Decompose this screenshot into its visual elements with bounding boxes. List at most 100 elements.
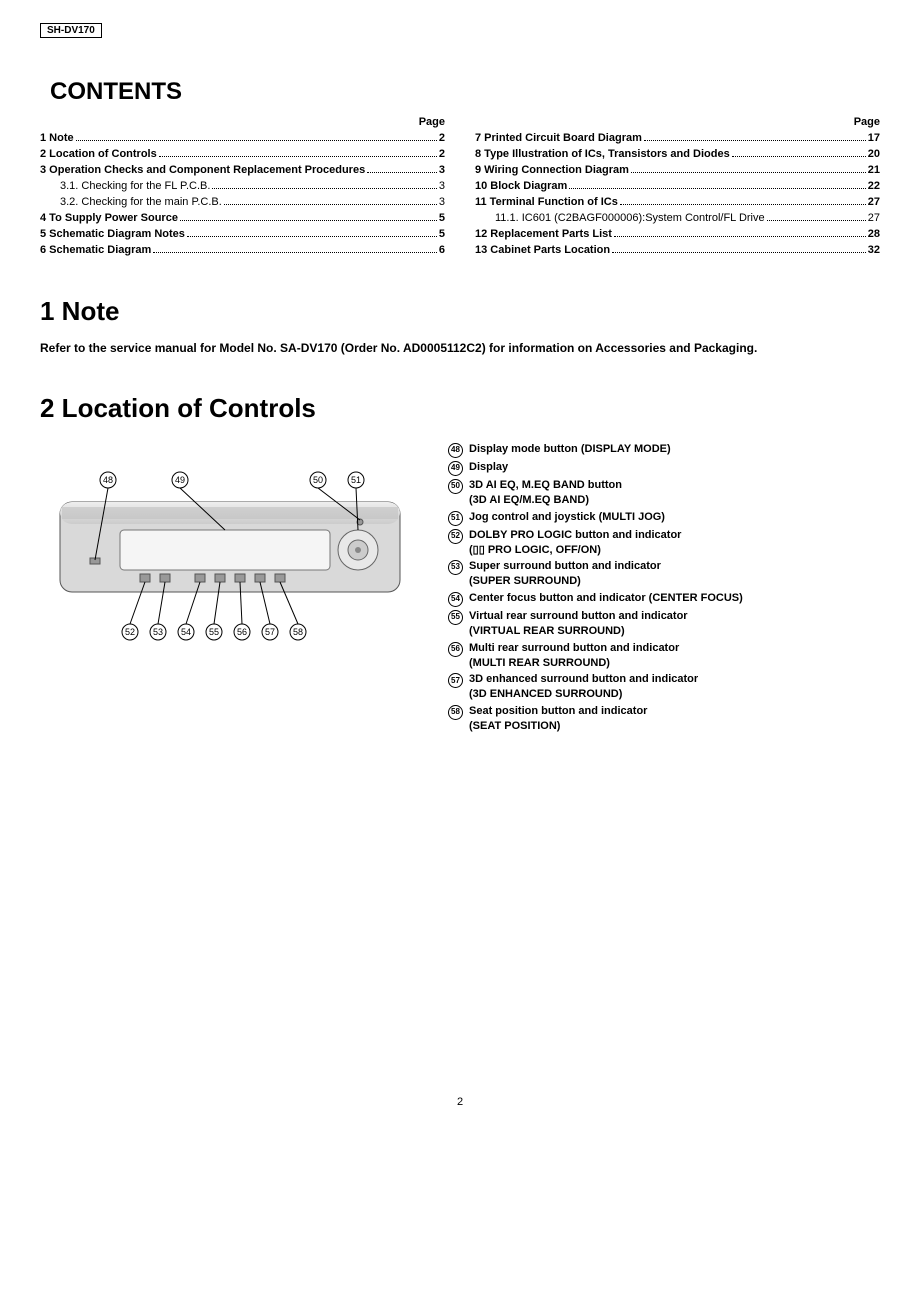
toc-title: 5 Schematic Diagram Notes	[40, 228, 185, 240]
toc-page: 21	[868, 164, 880, 176]
loc-heading: 2 Location of Controls	[40, 393, 880, 424]
toc-row: 12 Replacement Parts List28	[475, 228, 880, 240]
toc-title: 4 To Supply Power Source	[40, 212, 178, 224]
toc-leader	[732, 156, 866, 157]
toc-leader	[212, 188, 436, 189]
toc-title: 3.1. Checking for the FL P.C.B.	[60, 180, 210, 192]
device-illustration: 48495051 52535455565758	[40, 442, 420, 736]
note-heading: 1 Note	[40, 296, 880, 327]
toc-page: 3	[439, 164, 445, 176]
toc-row: 9 Wiring Connection Diagram 21	[475, 164, 880, 176]
legend-label: 3D enhanced surround button and indicato…	[469, 672, 698, 702]
toc-page: 5	[439, 228, 445, 240]
toc-row: 10 Block Diagram 22	[475, 180, 880, 192]
toc-col-left: Page 1 Note 2 2 Location of Controls 2 3 Ope…	[40, 116, 445, 260]
toc-row: 5 Schematic Diagram Notes 5	[40, 228, 445, 240]
legend-item: 57 3D enhanced surround button and indica…	[448, 672, 880, 702]
legend-label: Multi rear surround button and indicator…	[469, 641, 679, 671]
toc-title: 9 Wiring Connection Diagram	[475, 164, 629, 176]
svg-text:58: 58	[293, 627, 303, 637]
toc-row: 3.2. Checking for the main P.C.B.3	[40, 196, 445, 208]
toc-row: 11 Terminal Function of ICs 27	[475, 196, 880, 208]
toc-title: 11 Terminal Function of ICs	[475, 196, 618, 208]
svg-text:57: 57	[265, 627, 275, 637]
legend-number: 50	[448, 479, 463, 494]
toc-row: 11.1. IC601 (C2BAGF000006):System Contro…	[475, 212, 880, 224]
legend-number: 53	[448, 560, 463, 575]
toc-page: 2	[439, 132, 445, 144]
toc-row: 3 Operation Checks and Component Replace…	[40, 164, 445, 176]
svg-text:54: 54	[181, 627, 191, 637]
toc-page: 22	[868, 180, 880, 192]
toc-title: 13 Cabinet Parts Location	[475, 244, 610, 256]
legend-label: Display	[469, 460, 508, 475]
legend-item: 58 Seat position button and indicator(SEA…	[448, 704, 880, 734]
legend-item: 48 Display mode button (DISPLAY MODE)	[448, 442, 880, 458]
legend-item: 53 Super surround button and indicator(SU…	[448, 559, 880, 589]
legend-number: 48	[448, 443, 463, 458]
toc-page: 32	[868, 244, 880, 256]
toc-page: 17	[868, 132, 880, 144]
toc-title: 1 Note	[40, 132, 74, 144]
toc-title: 6 Schematic Diagram	[40, 244, 151, 256]
toc-leader	[767, 220, 866, 221]
toc-leader	[367, 172, 437, 173]
legend-item: 503D AI EQ, M.EQ BAND button(3D AI EQ/M.…	[448, 478, 880, 508]
toc-title: 8 Type Illustration of ICs, Transistors …	[475, 148, 730, 160]
toc-title: 10 Block Diagram	[475, 180, 567, 192]
toc-title: 7 Printed Circuit Board Diagram	[475, 132, 642, 144]
toc-row: 4 To Supply Power Source5	[40, 212, 445, 224]
toc-page: 28	[868, 228, 880, 240]
toc-page-header-right: Page	[475, 116, 880, 128]
legend-number: 49	[448, 461, 463, 476]
legend-number: 55	[448, 610, 463, 625]
legend-label: Seat position button and indicator(SEAT …	[469, 704, 647, 734]
toc-row: 13 Cabinet Parts Location 32	[475, 244, 880, 256]
toc-col-right: Page 7 Printed Circuit Board Diagram 17 8 …	[475, 116, 880, 260]
toc-title: 3 Operation Checks and Component Replace…	[40, 164, 365, 176]
toc-page: 27	[868, 196, 880, 208]
toc-leader	[644, 140, 866, 141]
toc-leader	[612, 252, 866, 253]
legend-label: Display mode button (DISPLAY MODE)	[469, 442, 671, 457]
legend-number: 57	[448, 673, 463, 688]
legend-item: 49 Display	[448, 460, 880, 476]
legend-number: 54	[448, 592, 463, 607]
toc-row: 7 Printed Circuit Board Diagram 17	[475, 132, 880, 144]
toc-row: 8 Type Illustration of ICs, Transistors …	[475, 148, 880, 160]
toc-page: 27	[868, 212, 880, 224]
legend-label: Super surround button and indicator(SUPE…	[469, 559, 661, 589]
toc-row: 3.1. Checking for the FL P.C.B.3	[40, 180, 445, 192]
toc-page: 3	[439, 196, 445, 208]
legend-item: 51Jog control and joystick (MULTI JOG)	[448, 510, 880, 526]
svg-text:50: 50	[313, 475, 323, 485]
toc: Page 1 Note 2 2 Location of Controls 2 3 Ope…	[40, 116, 880, 260]
toc-page-header-left: Page	[40, 116, 445, 128]
toc-page: 2	[439, 148, 445, 160]
toc-row: 6 Schematic Diagram 6	[40, 244, 445, 256]
toc-leader	[180, 220, 437, 221]
svg-text:48: 48	[103, 475, 113, 485]
contents-heading: CONTENTS	[40, 78, 880, 106]
legend-number: 58	[448, 705, 463, 720]
toc-row: 1 Note 2	[40, 132, 445, 144]
legend-item: 56 Multi rear surround button and indicat…	[448, 641, 880, 671]
svg-text:51: 51	[351, 475, 361, 485]
toc-leader	[614, 236, 866, 237]
toc-row: 2 Location of Controls 2	[40, 148, 445, 160]
device-svg: 48495051 52535455565758	[50, 452, 410, 672]
toc-leader	[76, 140, 437, 141]
toc-leader	[620, 204, 866, 205]
svg-text:52: 52	[125, 627, 135, 637]
legend-number: 52	[448, 529, 463, 544]
toc-leader	[631, 172, 866, 173]
legend-number: 51	[448, 511, 463, 526]
toc-page: 20	[868, 148, 880, 160]
toc-title: 2 Location of Controls	[40, 148, 157, 160]
controls-legend: 48 Display mode button (DISPLAY MODE) 49 Di…	[448, 442, 880, 736]
toc-page: 6	[439, 244, 445, 256]
toc-leader	[159, 156, 437, 157]
toc-leader	[187, 236, 437, 237]
toc-leader	[224, 204, 437, 205]
legend-number: 56	[448, 642, 463, 657]
